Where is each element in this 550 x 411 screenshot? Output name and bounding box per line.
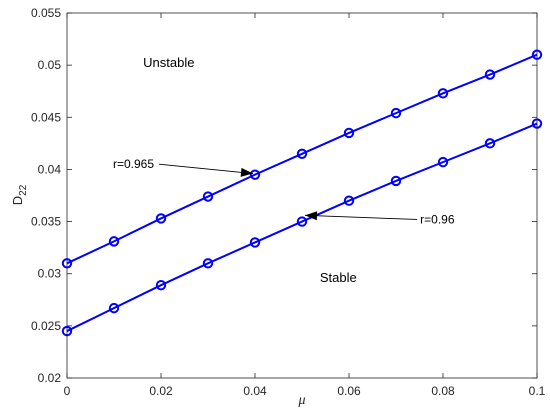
y-axis-label-main: D bbox=[10, 196, 25, 205]
data-point bbox=[343, 127, 355, 139]
y-tick-label: 0.02 bbox=[38, 371, 62, 385]
y-tick-label: 0.055 bbox=[31, 6, 61, 20]
y-axis-label: D22 bbox=[10, 184, 29, 205]
x-tick-label: 0.08 bbox=[431, 384, 455, 398]
data-point bbox=[296, 148, 308, 159]
series-line-1 bbox=[66, 53, 538, 265]
y-tick-label: 0.045 bbox=[31, 110, 61, 124]
data-point bbox=[296, 216, 308, 227]
data-point bbox=[202, 191, 214, 202]
x-tick-label: 0 bbox=[64, 384, 71, 398]
data-point bbox=[155, 213, 167, 224]
data-point bbox=[108, 236, 120, 247]
data-point bbox=[202, 258, 214, 269]
data-point bbox=[531, 49, 543, 60]
x-tick-label: 0.02 bbox=[149, 384, 173, 398]
annotation-label-r096: r=0.96 bbox=[420, 212, 455, 226]
x-axis-label: μ bbox=[297, 393, 305, 408]
y-tick-label: 0.03 bbox=[38, 267, 62, 281]
axis-ticks bbox=[66, 12, 538, 379]
data-point bbox=[484, 69, 496, 80]
region-label-stable: Stable bbox=[320, 270, 357, 285]
region-labels: Unstable Stable bbox=[143, 55, 357, 285]
data-point bbox=[437, 88, 449, 99]
data-point bbox=[437, 156, 449, 168]
y-tick-label: 0.025 bbox=[31, 319, 61, 333]
x-tick-label: 0.06 bbox=[337, 384, 361, 398]
data-point bbox=[155, 279, 167, 291]
data-point bbox=[390, 175, 402, 187]
region-label-unstable: Unstable bbox=[143, 55, 194, 70]
x-tick-label: 0.04 bbox=[243, 384, 267, 398]
series-lines bbox=[66, 53, 538, 332]
y-tick-labels: 0.02 0.025 0.03 0.035 0.04 0.045 0.05 0.055 bbox=[31, 6, 61, 385]
data-point bbox=[484, 138, 496, 149]
data-point bbox=[390, 107, 402, 119]
y-tick-label: 0.04 bbox=[38, 162, 62, 176]
annotation-arrow-r0965-shaft bbox=[158, 163, 254, 175]
y-tick-label: 0.05 bbox=[38, 58, 62, 72]
annotation-arrow-r096-shaft bbox=[304, 214, 418, 220]
plot-area-frame bbox=[66, 12, 538, 379]
annotation-arrow-r096-head bbox=[305, 211, 318, 221]
series-markers bbox=[61, 49, 543, 337]
y-axis-label-subscript: 22 bbox=[18, 184, 29, 196]
annotation-arrow-r0965-head bbox=[240, 167, 253, 177]
data-point bbox=[531, 118, 543, 129]
data-point bbox=[61, 325, 73, 337]
series-line-2 bbox=[66, 122, 538, 332]
x-tick-label: 0.1 bbox=[529, 384, 546, 398]
data-point bbox=[249, 237, 261, 248]
annotations: r=0.965 r=0.96 bbox=[113, 157, 455, 226]
data-point bbox=[108, 302, 120, 314]
y-tick-label: 0.035 bbox=[31, 215, 61, 229]
data-point bbox=[249, 169, 261, 180]
data-point bbox=[343, 195, 355, 206]
data-point bbox=[61, 258, 73, 269]
x-tick-labels: 0 0.02 0.04 0.06 0.08 0.1 bbox=[64, 384, 546, 398]
annotation-label-r0965: r=0.965 bbox=[113, 157, 154, 171]
